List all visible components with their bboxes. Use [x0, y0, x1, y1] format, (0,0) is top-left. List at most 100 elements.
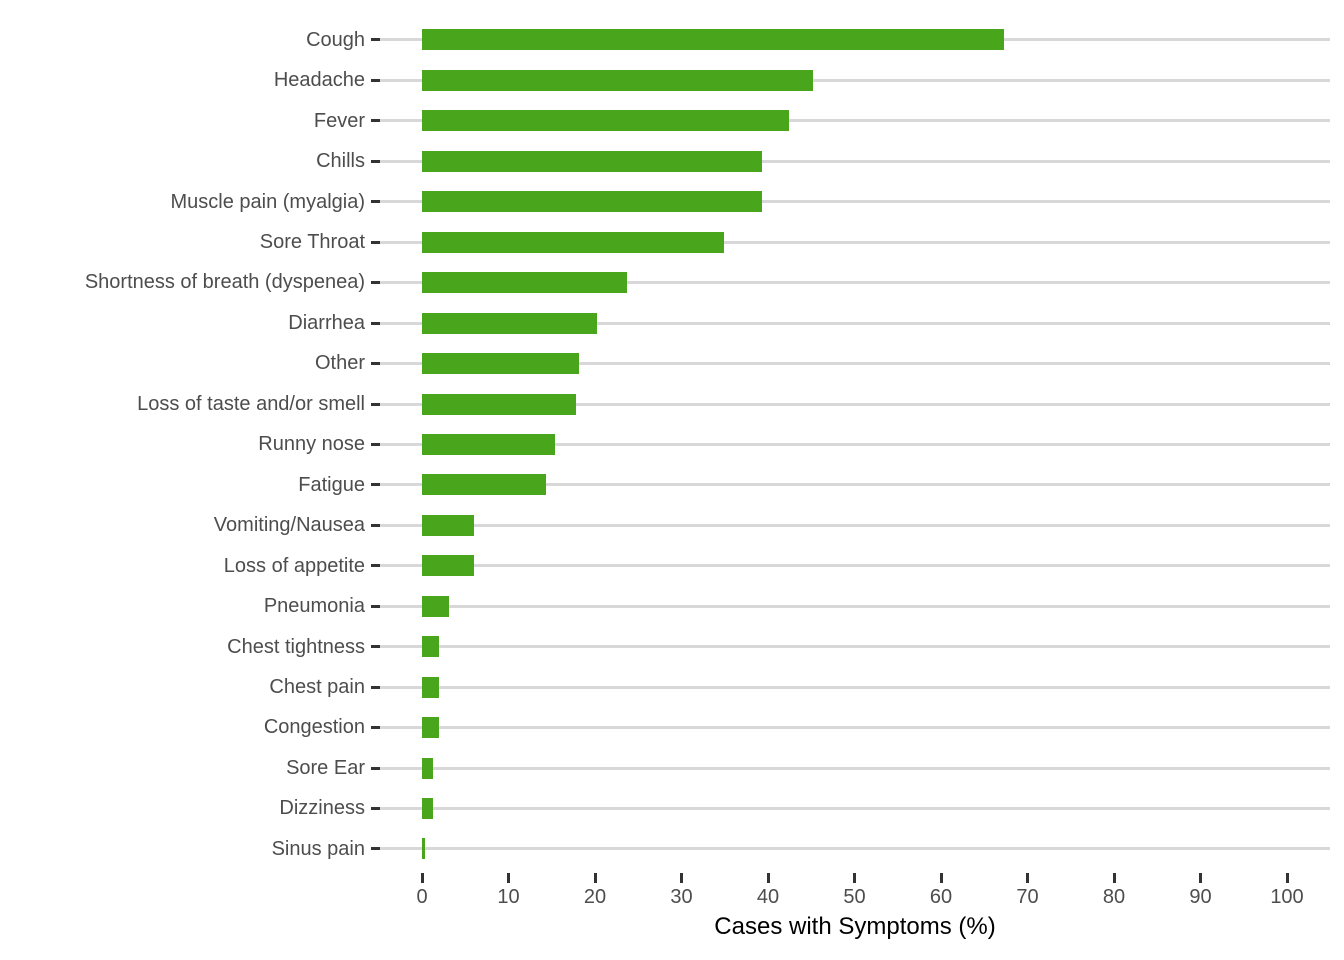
bar	[422, 798, 434, 820]
bar	[422, 676, 440, 698]
category-label: Other	[314, 352, 365, 375]
x-axis-tick	[1112, 873, 1116, 883]
y-axis-tick	[371, 523, 380, 527]
x-axis-tick-label: 70	[1016, 886, 1039, 908]
category-label: Sinus pain	[271, 837, 365, 860]
x-axis-tick	[766, 873, 770, 883]
y-axis-tick	[371, 78, 380, 82]
bar-row: Chills	[0, 141, 1344, 181]
category-gridline	[380, 362, 1330, 366]
x-axis-tick	[593, 873, 597, 883]
category-gridline	[380, 807, 1330, 811]
bar-row: Other	[0, 343, 1344, 383]
bar-row: Muscle pain (myalgia)	[0, 182, 1344, 222]
category-gridline	[380, 685, 1330, 689]
bar-row: Loss of appetite	[0, 546, 1344, 586]
bar	[422, 191, 762, 213]
bar-row: Sinus pain	[0, 829, 1344, 869]
category-gridline	[380, 78, 1330, 82]
bar	[422, 433, 556, 455]
bar	[422, 717, 440, 739]
y-axis-tick	[371, 38, 380, 42]
x-axis-tick-label: 30	[670, 886, 693, 908]
x-axis-tick	[939, 873, 943, 883]
bar-row: Fever	[0, 101, 1344, 141]
bar	[422, 69, 813, 91]
bar	[422, 312, 597, 334]
category-label: Diarrhea	[288, 311, 365, 334]
bar-row: Diarrhea	[0, 303, 1344, 343]
category-label: Vomiting/Nausea	[213, 514, 365, 537]
category-label: Chest pain	[269, 675, 365, 698]
x-axis-tick-label: 80	[1102, 886, 1126, 908]
category-label: Sore Throat	[259, 231, 365, 254]
x-axis-tick	[1026, 873, 1029, 883]
category-label: Pneumonia	[263, 595, 365, 618]
bar	[422, 757, 434, 779]
category-gridline	[380, 523, 1330, 527]
bar	[422, 231, 724, 253]
bar	[422, 393, 576, 415]
category-gridline	[380, 119, 1330, 123]
y-axis-tick	[371, 362, 380, 366]
category-gridline	[380, 726, 1330, 730]
y-axis-tick	[371, 685, 380, 689]
category-gridline	[380, 645, 1330, 649]
bar	[422, 353, 580, 375]
category-gridline	[380, 240, 1330, 244]
category-gridline	[380, 564, 1330, 568]
category-label: Congestion	[263, 716, 365, 739]
category-gridline	[380, 200, 1330, 204]
y-axis-tick	[371, 766, 380, 770]
bar-row: Headache	[0, 60, 1344, 100]
y-axis-tick	[371, 159, 380, 163]
category-label: Shortness of breath (dyspenea)	[84, 271, 365, 294]
category-label: Fatigue	[298, 473, 365, 496]
bar-row: Sore Ear	[0, 748, 1344, 788]
category-gridline	[380, 402, 1330, 406]
y-axis-tick	[371, 281, 380, 285]
category-gridline	[380, 604, 1330, 608]
y-axis-tick	[371, 807, 380, 811]
category-label: Cough	[306, 28, 365, 51]
x-axis-title: Cases with Symptoms (%)	[714, 913, 996, 940]
y-axis-tick	[371, 726, 380, 730]
y-axis-tick	[371, 645, 380, 649]
x-axis-tick	[507, 873, 510, 883]
x-axis-tick-label: 60	[929, 886, 953, 908]
x-axis-tick-label: 90	[1189, 886, 1212, 908]
bar	[422, 29, 1005, 51]
x-axis-tick-label: 0	[416, 886, 428, 908]
category-label: Dizziness	[279, 797, 365, 820]
bar-row: Chest tightness	[0, 627, 1344, 667]
x-axis-tick	[680, 873, 683, 883]
y-axis-tick	[371, 321, 380, 325]
category-gridline	[380, 159, 1330, 163]
bar-row: Dizziness	[0, 788, 1344, 828]
bar-row: Pneumonia	[0, 586, 1344, 626]
category-gridline	[380, 847, 1330, 851]
y-axis-tick	[371, 119, 380, 123]
y-axis-tick	[371, 402, 380, 406]
y-axis-tick	[371, 442, 380, 446]
category-gridline	[380, 442, 1330, 446]
category-gridline	[380, 483, 1330, 487]
bar-row: Congestion	[0, 707, 1344, 747]
category-gridline	[380, 281, 1330, 285]
x-axis-tick	[1199, 873, 1202, 883]
x-axis-tick-label: 40	[756, 886, 780, 908]
bar	[422, 514, 474, 536]
bar-row: Shortness of breath (dyspenea)	[0, 262, 1344, 302]
bar-row: Fatigue	[0, 465, 1344, 505]
x-axis-tick	[853, 873, 856, 883]
bar-row: Chest pain	[0, 667, 1344, 707]
category-label: Headache	[273, 69, 365, 92]
x-axis-tick-label: 50	[843, 886, 866, 908]
y-axis-tick	[371, 847, 380, 851]
bar-row: Vomiting/Nausea	[0, 505, 1344, 545]
category-gridline	[380, 321, 1330, 325]
category-gridline	[380, 766, 1330, 770]
x-axis-tick-label: 100	[1270, 886, 1304, 908]
x-axis-tick	[1285, 873, 1289, 883]
